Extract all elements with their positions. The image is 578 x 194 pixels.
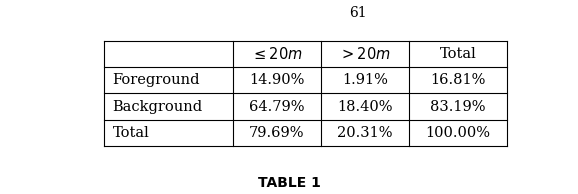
Text: 61: 61 <box>350 6 367 20</box>
Text: 1.91%: 1.91% <box>342 73 388 87</box>
Text: 14.90%: 14.90% <box>249 73 305 87</box>
Text: TABLE 1: TABLE 1 <box>258 176 320 190</box>
Text: $\leq 20m$: $\leq 20m$ <box>251 46 303 62</box>
Text: 100.00%: 100.00% <box>425 126 491 140</box>
Text: 20.31%: 20.31% <box>338 126 393 140</box>
Text: 79.69%: 79.69% <box>249 126 305 140</box>
Text: Total: Total <box>440 47 476 61</box>
Text: 64.79%: 64.79% <box>249 100 305 113</box>
Text: 16.81%: 16.81% <box>431 73 486 87</box>
Text: Background: Background <box>113 100 203 113</box>
Text: Foreground: Foreground <box>113 73 200 87</box>
Text: 18.40%: 18.40% <box>338 100 393 113</box>
Text: Total: Total <box>113 126 149 140</box>
Text: 83.19%: 83.19% <box>430 100 486 113</box>
Text: $> 20m$: $> 20m$ <box>339 46 391 62</box>
